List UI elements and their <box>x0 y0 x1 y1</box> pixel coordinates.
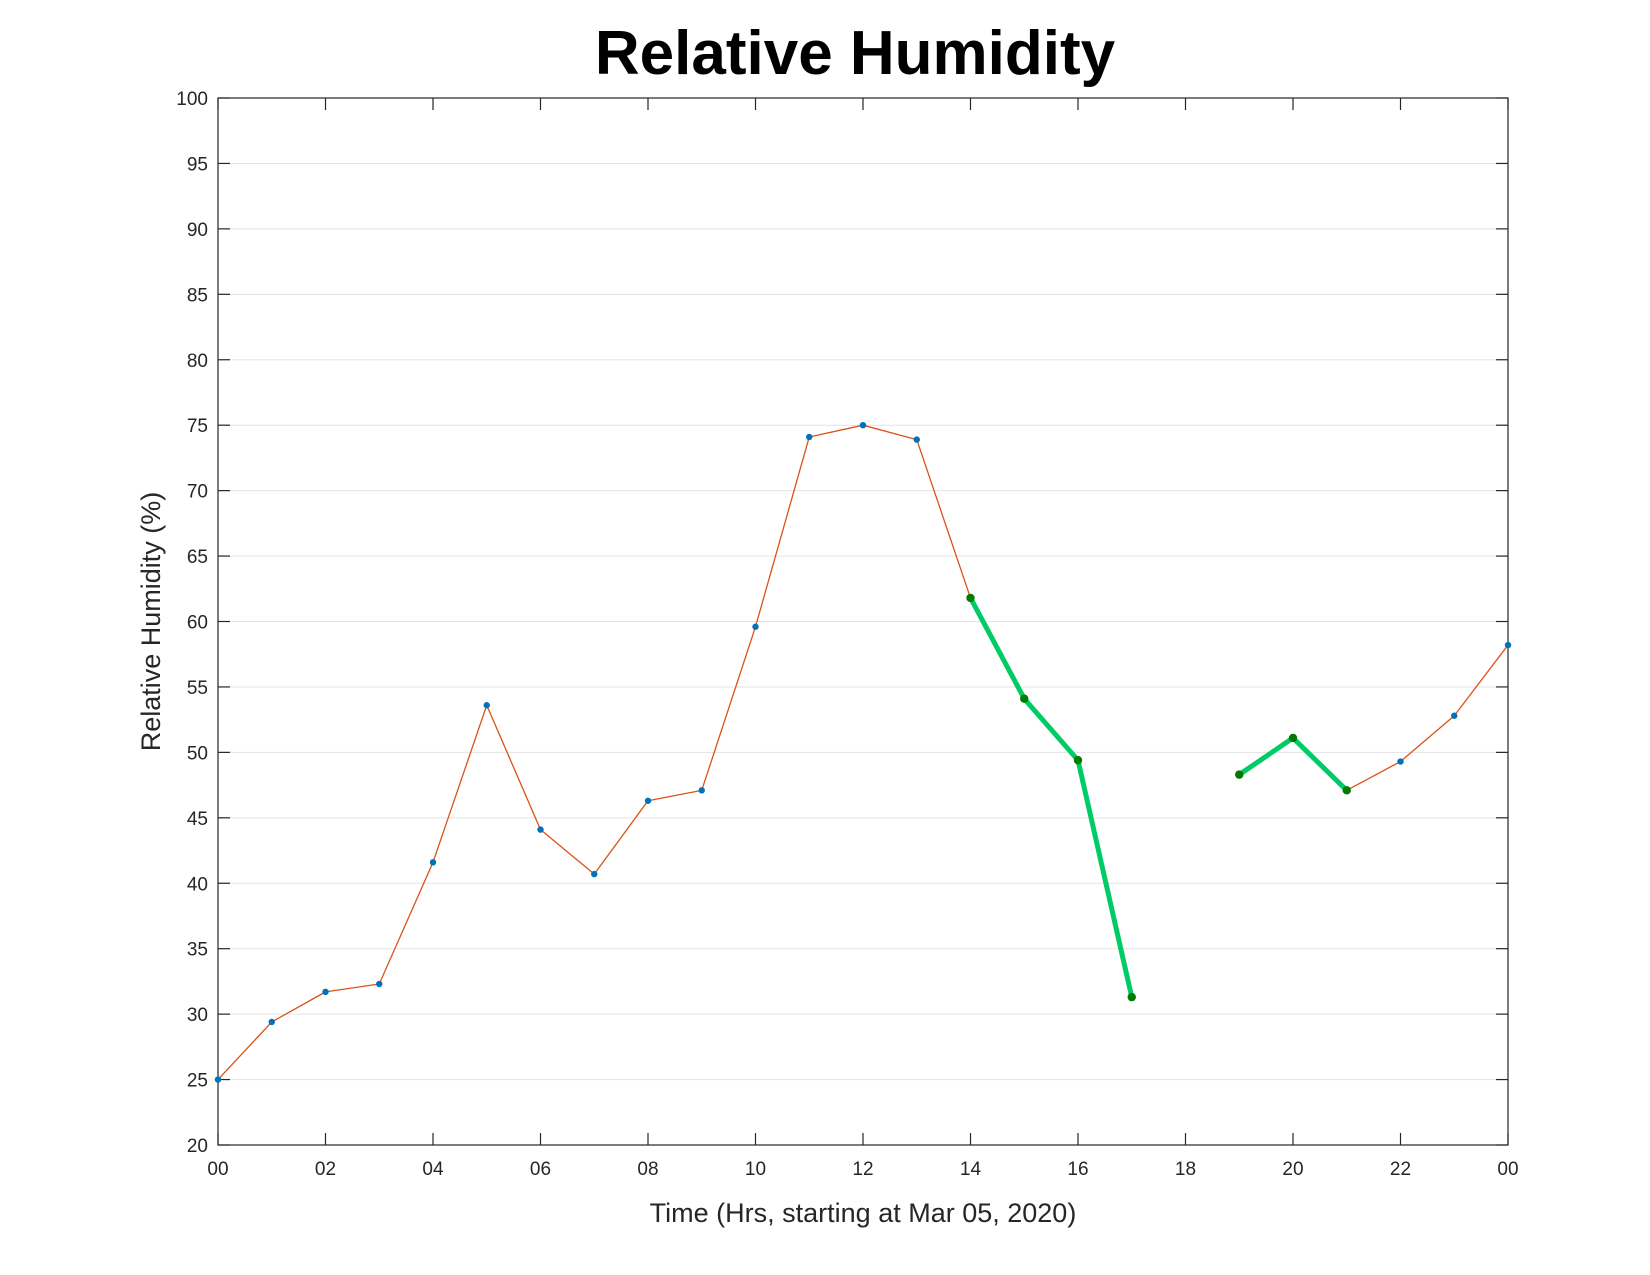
data-point <box>644 797 652 804</box>
y-tick-label: 30 <box>187 1005 208 1026</box>
data-point <box>376 980 383 988</box>
x-tick-label: 14 <box>960 1159 982 1180</box>
x-axis-title: Time (Hrs, starting at Mar 05, 2020) <box>650 1198 1077 1228</box>
data-point <box>1342 786 1351 795</box>
data-point <box>1397 758 1404 765</box>
x-tick-label: 18 <box>1175 1159 1196 1180</box>
data-point <box>214 1076 222 1083</box>
data-point <box>537 826 544 833</box>
y-tick-label: 95 <box>187 154 208 175</box>
y-tick-label: 55 <box>187 678 208 699</box>
y-tick-label: 75 <box>187 416 208 437</box>
x-tick-label: 22 <box>1390 1159 1411 1180</box>
data-point <box>1504 641 1512 649</box>
y-tick-label: 20 <box>187 1136 208 1157</box>
y-tick-label: 25 <box>187 1071 208 1092</box>
data-point <box>698 787 705 794</box>
y-tick-label: 45 <box>187 809 208 830</box>
y-tick-label: 40 <box>187 874 208 895</box>
x-tick-label: 02 <box>315 1159 336 1180</box>
x-tick-label: 10 <box>745 1159 766 1180</box>
data-series <box>214 421 1512 1083</box>
series-2-line <box>968 595 1135 1000</box>
series-2 <box>966 593 1351 1002</box>
x-tick-label: 20 <box>1282 1159 1303 1180</box>
data-point <box>429 859 437 866</box>
x-tick-label: 08 <box>637 1159 658 1180</box>
y-tick-label: 35 <box>187 940 208 961</box>
data-point <box>1288 733 1298 743</box>
data-point <box>322 988 329 996</box>
data-point <box>913 436 920 443</box>
series-1-line <box>1238 644 1509 791</box>
x-tick-label: 06 <box>530 1159 551 1180</box>
y-tick-label: 80 <box>187 351 208 372</box>
y-tick-label: 60 <box>187 613 208 634</box>
data-point <box>1020 694 1029 703</box>
x-tick-label: 04 <box>422 1159 444 1180</box>
grid-lines <box>218 97 1508 1146</box>
x-tick-label: 00 <box>1497 1159 1518 1180</box>
data-point <box>1073 756 1083 765</box>
x-tick-label: 00 <box>207 1159 228 1180</box>
y-tick-label: 90 <box>187 220 208 241</box>
y-tick-label: 65 <box>187 547 208 568</box>
y-tick-label: 70 <box>187 482 208 503</box>
data-point <box>1127 992 1136 1002</box>
data-point <box>483 702 490 709</box>
y-tick-label: 100 <box>176 89 208 110</box>
data-point <box>859 421 867 429</box>
data-point <box>806 433 813 441</box>
y-tick-label: 85 <box>187 285 208 306</box>
x-tick-label: 12 <box>852 1159 873 1180</box>
y-axis-title: Relative Humidity (%) <box>136 492 166 752</box>
data-point <box>966 593 975 603</box>
data-point <box>591 870 598 878</box>
chart-title: Relative Humidity <box>594 19 1116 88</box>
y-tick-label: 50 <box>187 743 208 764</box>
x-tick-label: 16 <box>1067 1159 1088 1180</box>
data-point <box>1451 712 1458 719</box>
series-2-line <box>1236 735 1350 793</box>
data-point <box>1235 770 1244 779</box>
data-point <box>752 623 759 630</box>
data-point <box>268 1018 275 1026</box>
